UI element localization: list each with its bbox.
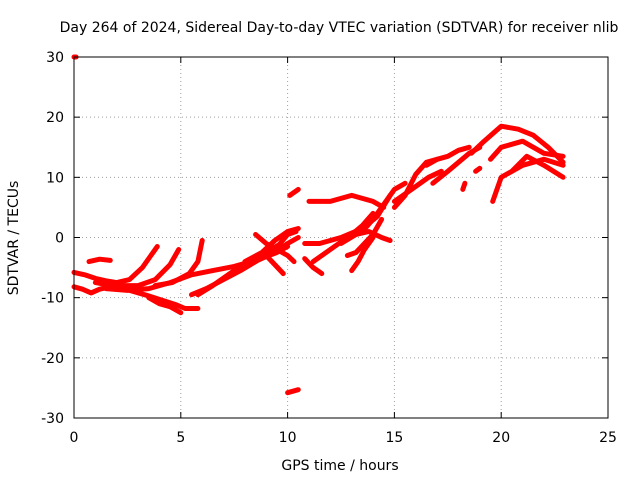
x-tick-label: 10 xyxy=(279,430,297,446)
y-tick-label: -10 xyxy=(41,291,64,307)
series-arc-8 xyxy=(152,238,205,289)
series-arc-21 xyxy=(349,235,376,274)
series-layer xyxy=(71,54,566,396)
series-arc-29 xyxy=(468,123,566,165)
x-tick-label: 5 xyxy=(176,430,185,446)
series-arc-19 xyxy=(338,229,393,246)
series-arc-31 xyxy=(490,156,566,204)
x-axis-label: GPS time / hours xyxy=(281,458,398,474)
y-tick-label: -20 xyxy=(41,351,64,367)
series-arc-14 xyxy=(287,186,301,198)
series-arc-12 xyxy=(253,232,297,265)
series-arc-7 xyxy=(146,295,184,316)
series-arc-22 xyxy=(359,180,408,234)
series-arc-13 xyxy=(263,253,286,277)
y-tick-label: 10 xyxy=(46,170,64,186)
series-arc-28 xyxy=(473,165,483,174)
y-tick-label: 20 xyxy=(46,110,64,126)
x-tick-label: 15 xyxy=(385,430,403,446)
grid-layer xyxy=(74,57,608,418)
x-tick-label: 20 xyxy=(492,430,510,446)
series-arc-15 xyxy=(306,192,387,210)
y-tick-label: 0 xyxy=(55,231,64,247)
x-tick-label: 0 xyxy=(70,430,79,446)
x-tick-label: 25 xyxy=(599,430,617,446)
series-arc-2 xyxy=(71,284,113,296)
series-arc-1 xyxy=(71,244,160,286)
series-arc-18 xyxy=(302,256,325,277)
series-arc-33 xyxy=(285,387,301,396)
series-arc-25 xyxy=(423,144,472,168)
series-arc-27 xyxy=(460,180,468,192)
tick-layer xyxy=(73,56,609,419)
series-arc-6 xyxy=(114,247,182,289)
series-arc-20 xyxy=(344,216,385,258)
y-tick-label: 30 xyxy=(46,50,64,66)
series-arc-32 xyxy=(509,153,566,180)
series-arc-11 xyxy=(242,226,301,265)
chart-title: Day 264 of 2024, Sidereal Day-to-day VTE… xyxy=(60,20,619,36)
series-arc-3 xyxy=(86,256,113,265)
y-tick-label: -30 xyxy=(41,411,64,427)
y-axis-label: SDTVAR / TECUs xyxy=(6,181,22,296)
series-arc-30 xyxy=(488,138,566,162)
tick-label-layer: 0 5 10 15 20 25 -30 -20 -10 0 10 20 30 xyxy=(41,50,617,446)
